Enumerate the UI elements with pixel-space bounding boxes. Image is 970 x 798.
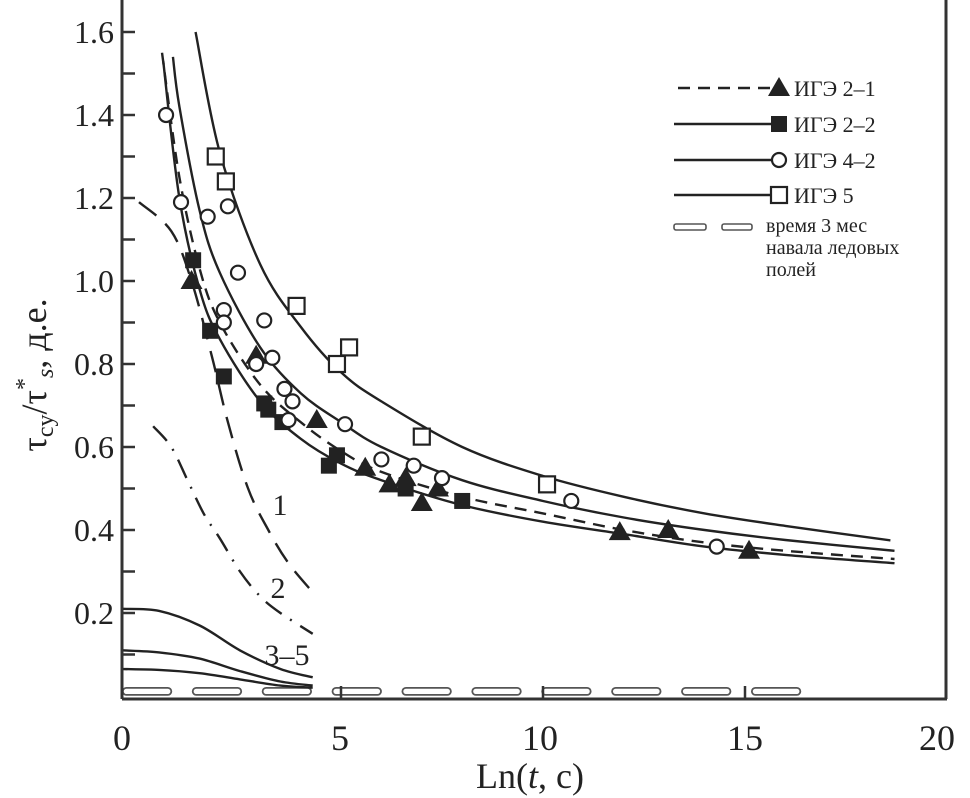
fit-curve-4 <box>194 31 891 542</box>
legend-label: навала ледовых <box>766 237 899 259</box>
data-point-series-3 <box>199 208 216 225</box>
svg-text:τcy/τ*s, д.е.: τcy/τ*s, д.е. <box>12 298 59 451</box>
data-point-series-3 <box>172 194 190 211</box>
data-point-series-3 <box>336 416 354 433</box>
data-point-series-3 <box>280 411 297 429</box>
time-3-months-dash <box>191 686 243 696</box>
data-point-series-3 <box>219 198 236 215</box>
x-axis-title: Ln(t, с) <box>476 756 584 796</box>
y-tick-label: 1.0 <box>74 263 114 299</box>
data-point-series-2 <box>454 492 471 509</box>
model-curve-label: 2 <box>271 572 286 605</box>
data-point-series-2 <box>202 322 219 339</box>
data-point-series-4 <box>339 338 359 357</box>
time-3-months-dash <box>681 686 732 696</box>
data-point-series-4 <box>287 296 306 315</box>
y-tick-label: 0.8 <box>74 346 114 382</box>
time-3-months-dash <box>261 686 313 696</box>
model-curve-3 <box>122 667 313 689</box>
data-point-series-2 <box>328 447 345 464</box>
legend-label: время 3 мес <box>766 215 867 237</box>
data-point-series-1 <box>426 477 449 497</box>
legend-label: ИГЭ 4–2 <box>794 148 876 173</box>
data-point-series-1 <box>608 521 631 541</box>
data-point-series-1 <box>657 519 680 538</box>
legend-double-line <box>721 223 753 231</box>
x-tick-label: 10 <box>522 718 558 758</box>
time-3-months-dash <box>541 686 592 696</box>
model-curve-label: 1 <box>273 489 288 522</box>
data-point-series-3 <box>215 314 232 331</box>
data-point-series-4 <box>537 475 557 494</box>
legend-label: полей <box>766 259 816 281</box>
model-curve-1 <box>138 201 314 594</box>
time-3-months-dash <box>401 686 452 696</box>
x-tick-label: 0 <box>113 718 131 758</box>
y-axis-title: τcy/τ*s, д.е. <box>12 298 59 451</box>
plot-marks: 1 2 3–5 <box>121 31 895 696</box>
data-point-series-4 <box>216 172 235 191</box>
y-tick-label: 1.2 <box>74 180 114 216</box>
legend-marker-open-square <box>769 185 789 205</box>
data-point-series-4 <box>206 147 225 166</box>
data-point-series-2 <box>185 252 202 269</box>
data-point-series-1 <box>354 456 377 476</box>
axes <box>120 0 948 701</box>
legend-label: ИГЭ 2–2 <box>794 112 876 137</box>
data-point-series-3 <box>708 538 725 555</box>
model-curve-2 <box>152 425 314 635</box>
model-curve-label: 3–5 <box>265 639 310 672</box>
time-3-months-dash <box>331 686 382 696</box>
data-point-series-3 <box>276 380 293 397</box>
data-point-series-3 <box>256 312 273 329</box>
ticks: 0.2 0.4 0.6 0.8 1.0 1.2 1.4 1.6 0 5 10 15 20 <box>74 14 955 758</box>
legend-marker-filled-triangle <box>768 77 790 96</box>
y-tick-label: 1.4 <box>74 97 114 133</box>
time-3-months-dash <box>750 686 802 696</box>
data-point-series-2 <box>397 480 414 497</box>
fit-curve-2 <box>162 60 895 565</box>
legend-marker-filled-square <box>771 116 787 132</box>
legend-label: ИГЭ 5 <box>794 183 854 208</box>
data-point-series-3 <box>405 457 422 474</box>
legend-marker-open-circle <box>770 151 788 169</box>
time-3-months-dash <box>471 686 522 696</box>
x-tick-label: 15 <box>727 718 763 758</box>
legend: ИГЭ 2–1 ИГЭ 2–2 ИГЭ 4–2 ИГЭ 5 время 3 меснав… <box>673 76 899 281</box>
time-3-months-dash <box>611 686 662 696</box>
x-tick-label: 5 <box>331 718 349 758</box>
data-point-series-1 <box>738 539 761 559</box>
x-tick-label: 20 <box>919 718 955 758</box>
data-point-series-4 <box>412 427 431 446</box>
data-point-series-3 <box>284 393 301 410</box>
legend-double-line <box>673 223 707 231</box>
data-point-series-3 <box>264 349 281 366</box>
y-tick-label: 0.2 <box>74 595 114 631</box>
data-point-series-2 <box>215 368 232 385</box>
y-tick-label: 1.6 <box>74 14 114 50</box>
data-point-series-1 <box>305 409 328 429</box>
data-point-series-3 <box>248 355 265 373</box>
time-3-months-dash <box>121 686 173 696</box>
data-point-series-3 <box>229 264 247 281</box>
data-point-series-3 <box>433 470 451 487</box>
data-point-series-3 <box>373 451 390 468</box>
data-point-series-3 <box>563 492 580 510</box>
data-point-series-1 <box>378 473 401 493</box>
legend-label: ИГЭ 2–1 <box>794 76 876 101</box>
y-tick-label: 0.4 <box>74 512 114 548</box>
data-point-series-3 <box>157 106 175 124</box>
y-tick-label: 0.6 <box>74 429 114 465</box>
model-curve-3 <box>122 607 314 679</box>
data-point-series-2 <box>260 401 277 418</box>
model-curve-3 <box>122 649 313 687</box>
data-point-series-1 <box>180 270 203 289</box>
data-point-series-4 <box>327 354 347 374</box>
data-point-series-1 <box>410 492 433 512</box>
